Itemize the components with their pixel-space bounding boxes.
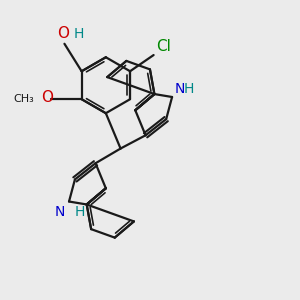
Text: H: H — [183, 82, 194, 95]
Text: O: O — [41, 90, 53, 105]
Text: N: N — [174, 82, 185, 95]
Text: CH₃: CH₃ — [14, 94, 34, 104]
Text: H: H — [74, 205, 85, 219]
Text: H: H — [74, 27, 84, 41]
Text: O: O — [57, 26, 69, 41]
Text: Cl: Cl — [156, 39, 171, 54]
Text: N: N — [55, 205, 65, 219]
